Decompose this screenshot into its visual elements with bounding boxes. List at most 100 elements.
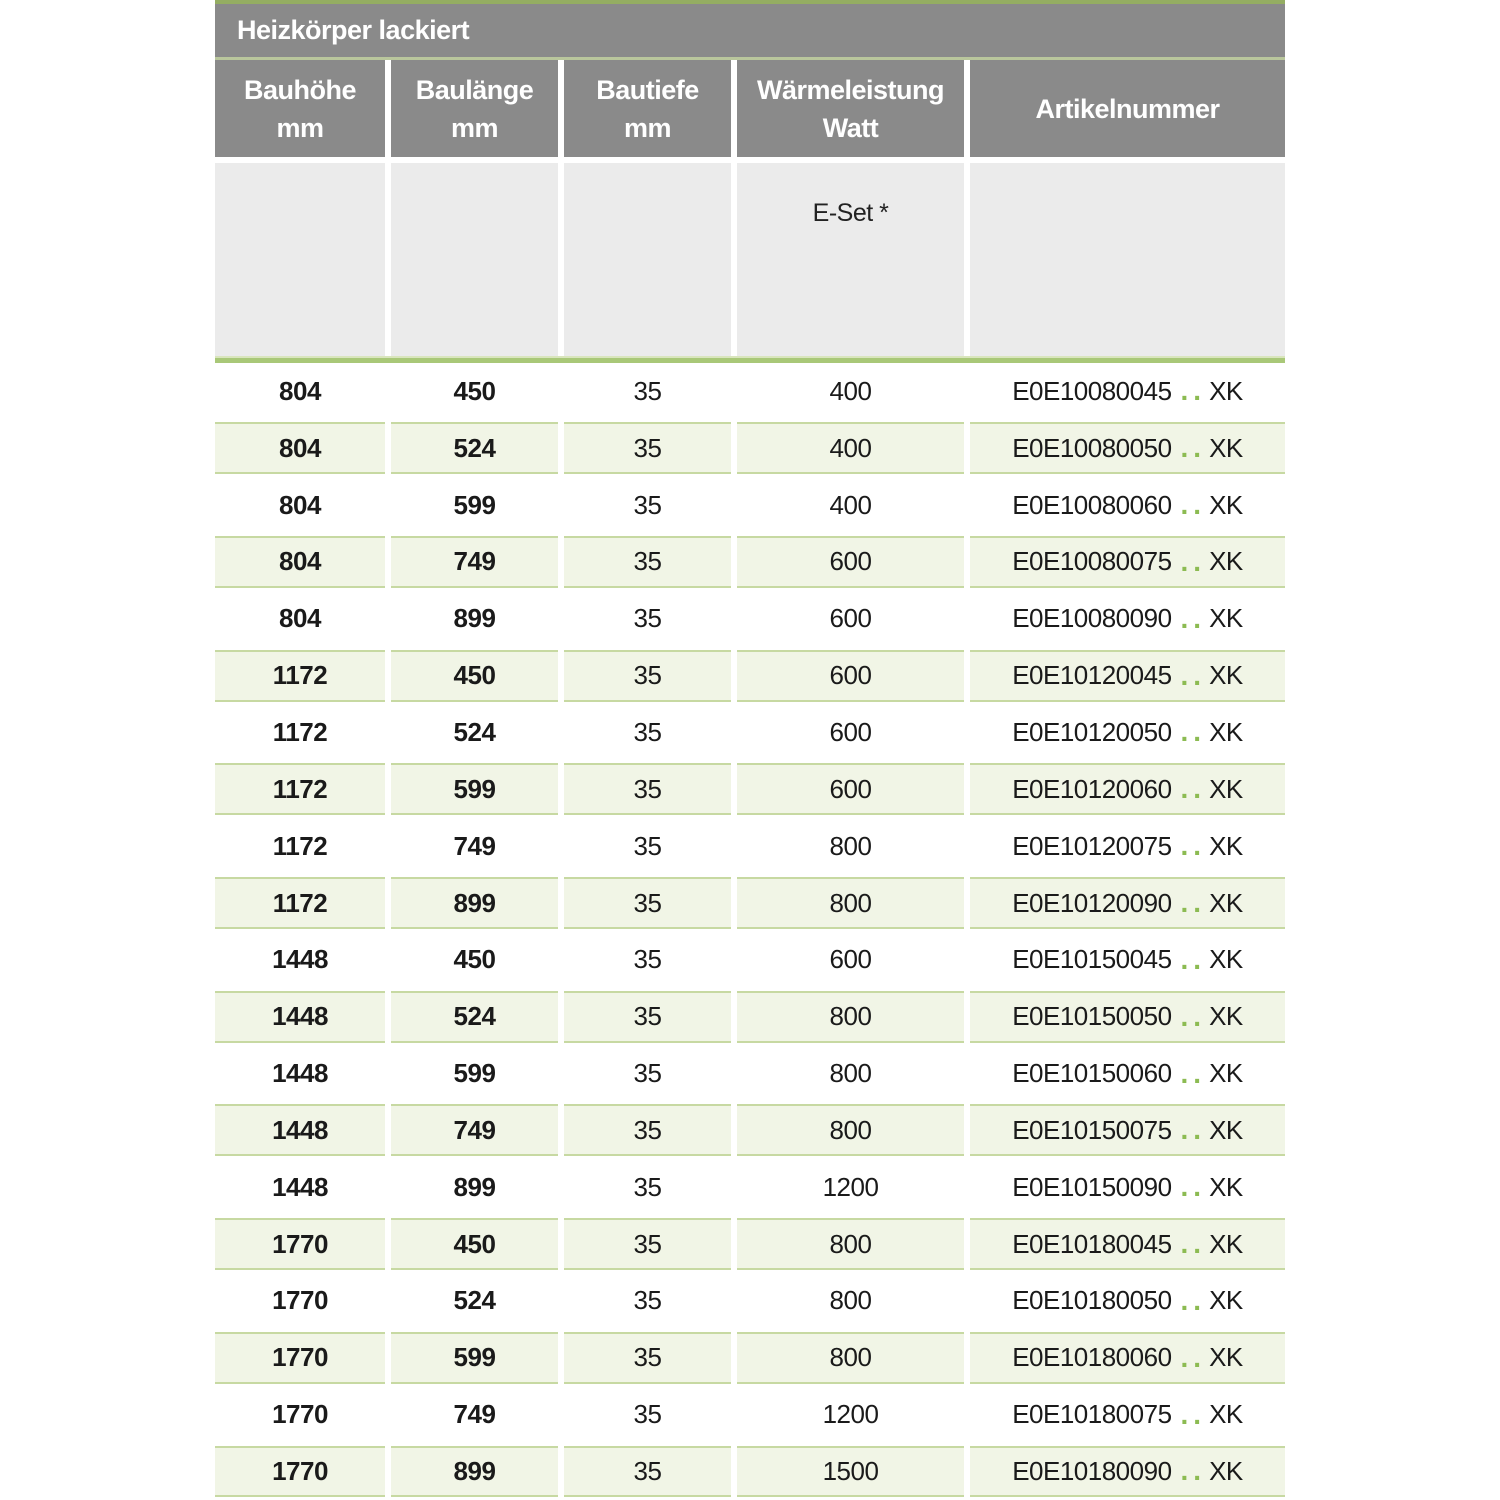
cell-waermeleistung: 600 [737,536,964,588]
artikel-base: E0E10080075 [1012,546,1172,577]
cell-baulaenge: 524 [391,422,558,475]
artikel-suffix: XK [1209,375,1243,406]
subheader-bauhoehe [215,163,385,356]
artikel-placeholder-dots-icon: .. [1180,1057,1207,1089]
cell-artikelnummer: E0E10080090.. XK [970,590,1285,647]
cell-artikelnummer: E0E10150050.. XK [970,990,1285,1043]
artikel-placeholder-dots-icon: .. [1180,375,1207,407]
cell-baulaenge: 450 [453,375,496,406]
cell-baulaenge: 599 [391,763,558,816]
cell-artikelnummer: E0E10120090.. XK [970,877,1285,929]
table-row: 1172 899 35 800 E0E10120090.. XK [215,875,1285,932]
table-row: 1448 599 35 800 E0E10150060.. XK [215,1045,1285,1102]
cell-bautiefe: 35 [633,1058,662,1089]
cell-bauhoehe: 804 [279,489,321,520]
cell-bautiefe: 35 [633,375,662,406]
artikel-suffix: XK [1209,1285,1243,1316]
cell-bauhoehe: 1770 [272,1399,328,1430]
column-header-bauhoehe: Bauhöhe mm [215,60,385,157]
table-row: 1448 749 35 800 E0E10150075.. XK [215,1102,1285,1159]
table-row: 804 524 35 400 E0E10080050.. XK [215,420,1285,477]
artikel-placeholder-dots-icon: .. [1180,1171,1207,1203]
cell-artikelnummer: E0E10080045.. XK [970,363,1285,420]
table-title: Heizkörper lackiert [237,15,470,45]
heizkoerper-table: Heizkörper lackiert Bauhöhe mm Baulänge … [215,0,1285,1500]
artikel-suffix: XK [1209,1455,1243,1486]
cell-artikelnummer: E0E10120050.. XK [970,704,1285,761]
artikel-base: E0E10150075 [1012,1114,1172,1145]
cell-waermeleistung: 800 [737,877,964,929]
cell-waermeleistung: 600 [829,716,872,747]
artikel-base: E0E10120075 [1012,830,1172,861]
cell-artikelnummer: E0E10080075.. XK [970,536,1285,588]
cell-bauhoehe: 1172 [215,649,385,702]
cell-baulaenge: 524 [391,990,558,1043]
cell-waermeleistung: 800 [829,1285,872,1316]
cell-bautiefe: 35 [564,422,731,475]
artikel-base: E0E10080050 [1012,432,1172,463]
cell-artikelnummer: E0E10180045.. XK [970,1218,1285,1270]
cell-artikelnummer: E0E10120060.. XK [970,763,1285,816]
cell-bautiefe: 35 [633,1399,662,1430]
cell-baulaenge: 749 [391,1104,558,1157]
column-header-unit: mm [276,112,324,143]
cell-bautiefe: 35 [633,1285,662,1316]
cell-bauhoehe: 1172 [272,716,328,747]
cell-bautiefe: 35 [564,536,731,588]
artikel-suffix: XK [1209,830,1243,861]
artikel-base: E0E10080090 [1012,603,1172,634]
cell-bautiefe: 35 [564,1104,731,1157]
cell-waermeleistung: 800 [737,1104,964,1157]
column-header-artikelnummer: Artikelnummer [970,60,1285,157]
artikel-suffix: XK [1209,944,1243,975]
cell-baulaenge: 749 [453,1399,496,1430]
column-header-row: Bauhöhe mm Baulänge mm Bautiefe mm Wärme… [215,60,1285,157]
cell-waermeleistung: 600 [829,603,872,634]
subheader-artikelnummer [970,163,1285,356]
artikel-placeholder-dots-icon: .. [1180,1455,1207,1487]
artikel-placeholder-dots-icon: .. [1180,830,1207,862]
header-separator-bar [215,356,1285,363]
table-row: 1448 899 35 1200 E0E10150090.. XK [215,1159,1285,1216]
cell-bauhoehe: 804 [215,422,385,475]
cell-bautiefe: 35 [564,990,731,1043]
cell-bautiefe: 35 [564,877,731,929]
cell-artikelnummer: E0E10080060.. XK [970,477,1285,534]
subheader-eset: E-Set * [737,163,964,356]
cell-waermeleistung: 600 [829,944,872,975]
cell-bauhoehe: 1448 [272,1058,328,1089]
artikel-base: E0E10080045 [1012,375,1172,406]
artikel-placeholder-dots-icon: .. [1180,1284,1207,1316]
cell-bauhoehe: 1448 [215,990,385,1043]
cell-artikelnummer: E0E10120075.. XK [970,818,1285,875]
artikel-base: E0E10120045 [1012,660,1172,691]
artikel-base: E0E10180045 [1012,1228,1172,1259]
artikel-placeholder-dots-icon: .. [1180,943,1207,975]
artikel-suffix: XK [1209,489,1243,520]
artikel-placeholder-dots-icon: .. [1180,1341,1207,1373]
artikel-suffix: XK [1209,1399,1243,1430]
cell-bauhoehe: 1448 [215,1104,385,1157]
cell-waermeleistung: 400 [829,375,872,406]
table-row: 1172 524 35 600 E0E10120050.. XK [215,704,1285,761]
cell-baulaenge: 599 [453,489,496,520]
artikel-suffix: XK [1209,1171,1243,1202]
cell-baulaenge: 450 [391,1218,558,1270]
artikel-placeholder-dots-icon: .. [1180,1228,1207,1260]
artikel-placeholder-dots-icon: .. [1180,545,1207,577]
artikel-placeholder-dots-icon: .. [1180,1398,1207,1430]
artikel-placeholder-dots-icon: .. [1180,602,1207,634]
title-divider [215,57,1285,60]
cell-baulaenge: 749 [453,830,496,861]
subheader-row: E-Set * [215,163,1285,356]
artikel-suffix: XK [1209,603,1243,634]
artikel-base: E0E10180090 [1012,1455,1172,1486]
top-accent-strip [215,0,1285,4]
column-header-bautiefe: Bautiefe mm [564,60,731,157]
column-header-unit: Watt [822,112,879,143]
cell-baulaenge: 450 [453,944,496,975]
column-header-unit: mm [450,112,499,143]
artikel-placeholder-dots-icon: .. [1180,773,1207,805]
table-row: 1172 749 35 800 E0E10120075.. XK [215,818,1285,875]
cell-bauhoehe: 804 [279,375,321,406]
